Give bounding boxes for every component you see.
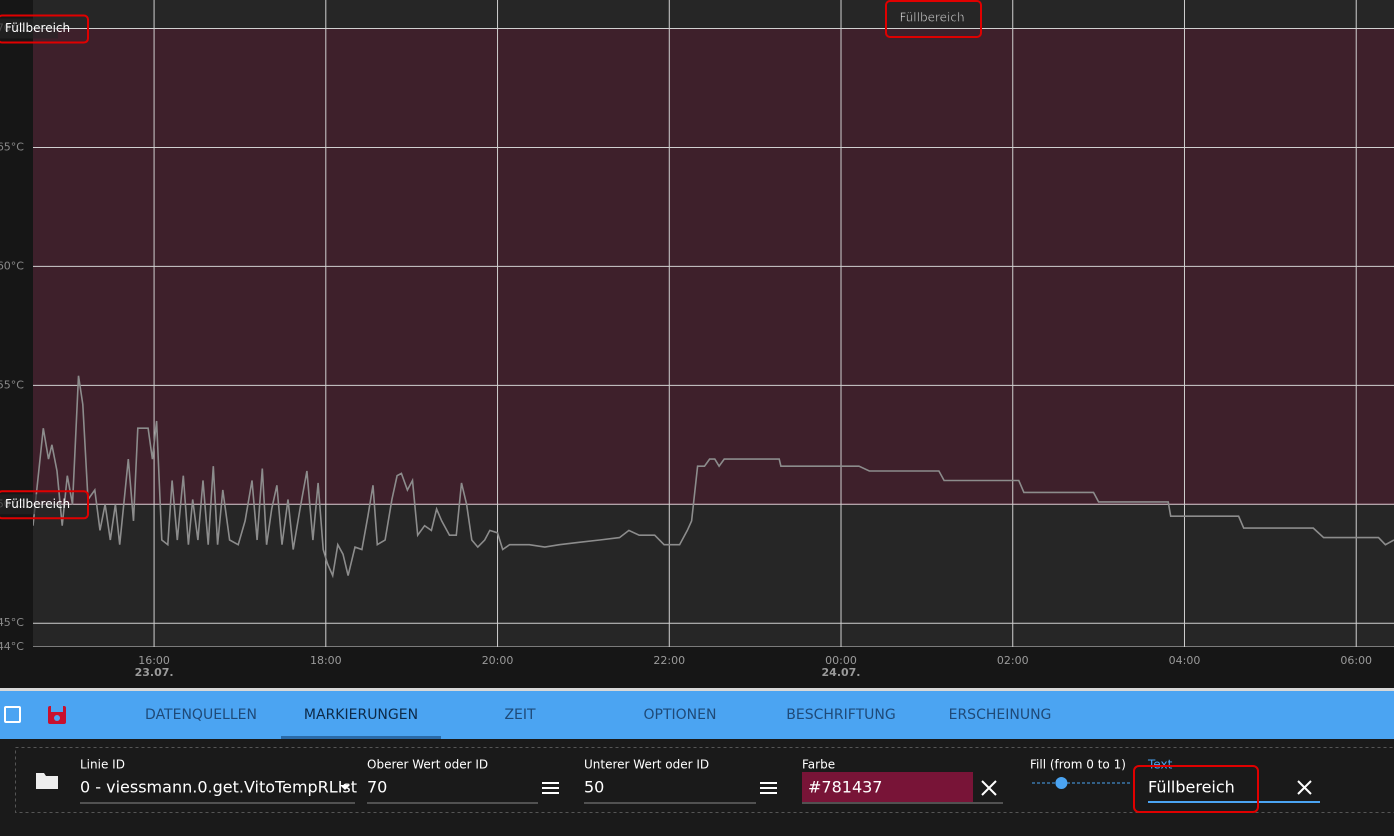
select-value[interactable]: 0 - viessmann.0.get.VitoTempRLIst	[80, 778, 357, 797]
marking-label-bg	[0, 494, 58, 515]
x-date-label: 24.07.	[822, 666, 861, 679]
select-caret[interactable]	[340, 785, 350, 790]
clear-button[interactable]	[981, 780, 997, 796]
plot	[33, 0, 1394, 647]
x-tick-label: 22:00	[653, 654, 685, 667]
axes: 44°C45°C50°C55°C60°C65°C70°C16:0018:0020…	[0, 0, 1372, 679]
x-tick-label: 06:00	[1340, 654, 1372, 667]
field-label: Farbe	[802, 758, 835, 772]
y-tick-label: 60°C	[0, 259, 24, 272]
color-swatch[interactable]	[802, 772, 973, 802]
form-panel	[0, 739, 1394, 836]
y-tick-label: 44°C	[0, 640, 24, 653]
tab[interactable]: OPTIONEN	[644, 707, 717, 723]
highlight-box	[0, 14, 89, 44]
y-tick-label: 55°C	[0, 378, 24, 391]
tab[interactable]: ZEIT	[504, 707, 536, 723]
x-tick-label: 20:00	[482, 654, 514, 667]
tab[interactable]: MARKIERUNGEN	[304, 707, 418, 723]
x-date-label: 23.07.	[135, 666, 174, 679]
field-label: Fill (from 0 to 1)	[1030, 758, 1126, 772]
tab[interactable]: DATENQUELLEN	[145, 707, 257, 723]
color-value[interactable]: #781437	[808, 778, 882, 797]
plot-area	[33, 0, 1394, 647]
select-checkbox[interactable]	[4, 706, 21, 723]
x-tick-label: 04:00	[1169, 654, 1201, 667]
save-button[interactable]	[48, 706, 66, 724]
lower-value[interactable]: 50	[584, 778, 604, 797]
id-picker-icon[interactable]	[542, 782, 559, 794]
series-line	[33, 375, 1394, 579]
tab[interactable]: ERSCHEINUNG	[949, 707, 1052, 723]
slider-knob[interactable]	[1055, 777, 1068, 789]
field-label: Linie ID	[80, 758, 125, 772]
marking-label-bg	[0, 18, 58, 39]
field-label: Unterer Wert oder ID	[584, 758, 709, 772]
y-tick-label: 45°C	[0, 616, 24, 629]
x-tick-label: 02:00	[997, 654, 1029, 667]
upper-value[interactable]: 70	[367, 778, 387, 797]
highlight-box	[0, 490, 89, 520]
x-tick-label: 18:00	[310, 654, 342, 667]
marking-label: Füllbereich	[5, 21, 70, 35]
id-picker-icon[interactable]	[760, 782, 777, 794]
highlight-box	[885, 0, 982, 38]
field-label: Oberer Wert oder ID	[367, 758, 488, 772]
x-tick-label: 00:00	[825, 654, 857, 667]
active-tab-indicator	[281, 736, 441, 739]
text-value[interactable]: Füllbereich	[1148, 778, 1235, 797]
y-tick-label: 65°C	[0, 140, 24, 153]
toolbar	[0, 691, 1394, 739]
tab[interactable]: BESCHRIFTUNG	[786, 707, 895, 723]
field-label: Text	[1147, 758, 1173, 772]
folder-icon[interactable]	[36, 773, 58, 789]
highlight-box	[1133, 765, 1259, 813]
x-tick-label: 16:00	[138, 654, 170, 667]
tabs: DATENQUELLEN MARKIERUNGEN ZEIT OPTIONEN BESC…	[145, 707, 1051, 723]
marking-legend-label: Füllbereich	[899, 11, 964, 25]
marking-label: Füllbereich	[5, 497, 70, 511]
form-border	[15, 747, 1394, 813]
clear-button[interactable]	[1297, 780, 1312, 795]
slider	[1055, 777, 1068, 789]
divider	[0, 688, 1394, 691]
